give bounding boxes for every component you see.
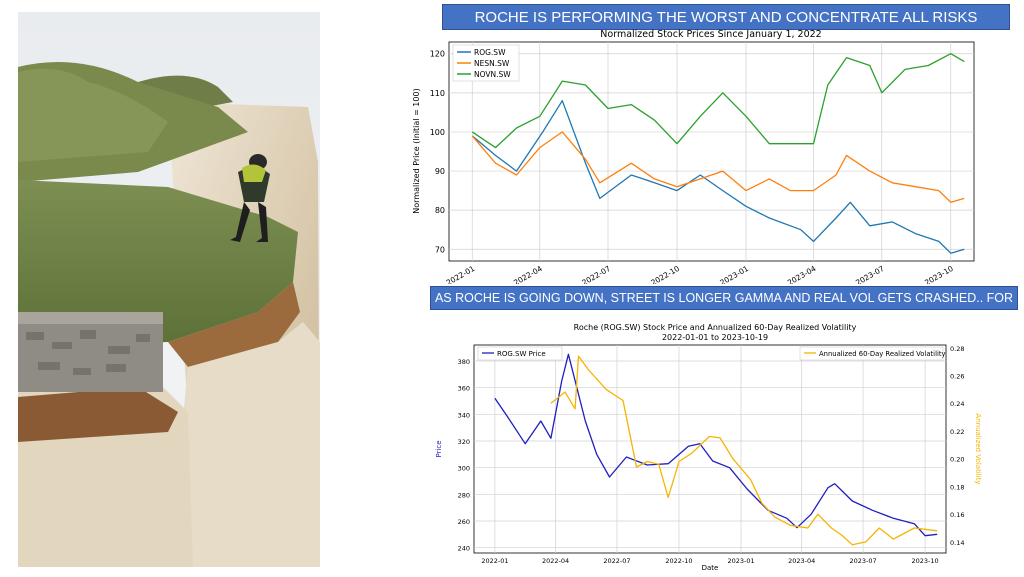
y-tick-label: 80 bbox=[435, 206, 445, 215]
chart2-xlabel: Date bbox=[702, 564, 719, 572]
chart2-right-y-ticks: 0.14 0.16 0.18 0.20 0.22 0.24 0.26 0.28 bbox=[950, 345, 964, 547]
x-tick-label: 2023-04 bbox=[788, 557, 815, 565]
chart2-lines bbox=[494, 353, 938, 546]
y-tick-label: 120 bbox=[430, 50, 445, 59]
cliff-photo bbox=[18, 12, 320, 567]
chart2-ylabel-right: Annualized Volatility bbox=[974, 413, 982, 484]
chart2-legend-left: ROG.SW Price bbox=[477, 346, 563, 361]
normalized-prices-chart: Normalized Stock Prices Since January 1,… bbox=[412, 29, 975, 284]
x-tick-label: 2022-04 bbox=[542, 557, 569, 565]
y-tick-label: 320 bbox=[458, 438, 470, 446]
y-tick-label: 380 bbox=[458, 358, 470, 366]
y-right-tick-label: 0.22 bbox=[950, 428, 964, 436]
x-tick-label: 2023-07 bbox=[849, 557, 876, 565]
x-tick-label: 2022-04 bbox=[512, 264, 544, 284]
x-tick-label: 2022-10 bbox=[665, 557, 692, 565]
x-tick-label: 2023-01 bbox=[727, 557, 754, 565]
legend-price-label: ROG.SW Price bbox=[497, 350, 546, 358]
y-tick-label: 300 bbox=[458, 465, 470, 473]
y-tick-label: 90 bbox=[435, 167, 445, 176]
y-tick-label: 240 bbox=[458, 545, 470, 553]
x-tick-label: 2022-10 bbox=[649, 264, 681, 284]
chart1-legend: ROG.SW NESN.SW NOVN.SW bbox=[452, 44, 520, 82]
y-tick-label: 360 bbox=[458, 385, 470, 393]
middle-banner: AS ROCHE IS GOING DOWN, STREET IS LONGER… bbox=[430, 286, 1018, 328]
y-tick-label: 280 bbox=[458, 491, 470, 499]
chart2-left-y-ticks: 240 260 280 300 320 340 360 380 bbox=[458, 358, 470, 553]
y-right-tick-label: 0.18 bbox=[950, 483, 964, 491]
y-right-tick-label: 0.20 bbox=[950, 456, 964, 464]
legend-rog-label: ROG.SW bbox=[474, 48, 506, 57]
y-right-tick-label: 0.28 bbox=[950, 345, 964, 353]
chart2-grid bbox=[474, 345, 946, 553]
legend-vol-label: Annualized 60-Day Realized Volatility bbox=[819, 350, 946, 358]
y-right-tick-label: 0.26 bbox=[950, 373, 964, 381]
chart1-y-ticks: 70 80 90 100 110 120 bbox=[430, 50, 445, 255]
chart1-lines bbox=[471, 53, 965, 254]
y-tick-label: 70 bbox=[435, 245, 445, 254]
y-tick-label: 340 bbox=[458, 411, 470, 419]
chart1-x-ticks: 2022-01 2022-04 2022-07 2022-10 2023-01 2023-… bbox=[445, 264, 955, 284]
legend-novn-label: NOVN.SW bbox=[474, 70, 511, 79]
chart1-grid bbox=[449, 42, 974, 261]
series-line-novn-sw bbox=[471, 53, 965, 149]
x-tick-label: 2023-01 bbox=[718, 264, 750, 284]
series-line-annualized-60-day-realized-volatility bbox=[550, 355, 938, 546]
y-right-tick-label: 0.24 bbox=[950, 400, 964, 408]
series-line-nesn-sw bbox=[471, 131, 965, 203]
chart2-x-ticks: 2022-01 2022-04 2022-07 2022-10 2023-01 2023-… bbox=[481, 557, 938, 565]
chart2-title: Roche (ROG.SW) Stock Price and Annualize… bbox=[574, 323, 857, 332]
series-line-rog-sw-price bbox=[494, 353, 938, 537]
chart1-ylabel: Normalized Price (Initial = 100) bbox=[412, 88, 421, 213]
chart2-ylabel-left: Price bbox=[435, 440, 443, 457]
chart2-legend-right: Annualized 60-Day Realized Volatility bbox=[799, 346, 946, 361]
chart1-frame bbox=[448, 41, 975, 262]
y-tick-label: 110 bbox=[430, 89, 445, 98]
y-tick-label: 260 bbox=[458, 518, 470, 526]
roche-price-vol-chart: Roche (ROG.SW) Stock Price and Annualize… bbox=[435, 323, 982, 572]
x-tick-label: 2023-04 bbox=[786, 264, 818, 284]
x-tick-label: 2023-10 bbox=[923, 264, 955, 284]
x-tick-label: 2022-01 bbox=[445, 264, 477, 284]
x-tick-label: 2022-01 bbox=[481, 557, 508, 565]
y-tick-label: 100 bbox=[430, 128, 445, 137]
x-tick-label: 2022-07 bbox=[603, 557, 630, 565]
hiker-figure bbox=[230, 154, 270, 242]
chart2-subtitle: 2022-01-01 to 2023-10-19 bbox=[662, 333, 768, 342]
x-tick-label: 2023-07 bbox=[854, 264, 886, 284]
series-line-rog-sw bbox=[471, 100, 965, 254]
chart1-title: Normalized Stock Prices Since January 1,… bbox=[600, 29, 821, 40]
legend-nesn-label: NESN.SW bbox=[474, 59, 510, 68]
x-tick-label: 2022-07 bbox=[580, 264, 612, 284]
chart2-frame bbox=[473, 344, 947, 554]
y-right-tick-label: 0.16 bbox=[950, 511, 964, 519]
top-banner: ROCHE IS PERFORMING THE WORST AND CONCEN… bbox=[442, 4, 1010, 30]
x-tick-label: 2023-10 bbox=[912, 557, 939, 565]
y-right-tick-label: 0.14 bbox=[950, 539, 964, 547]
